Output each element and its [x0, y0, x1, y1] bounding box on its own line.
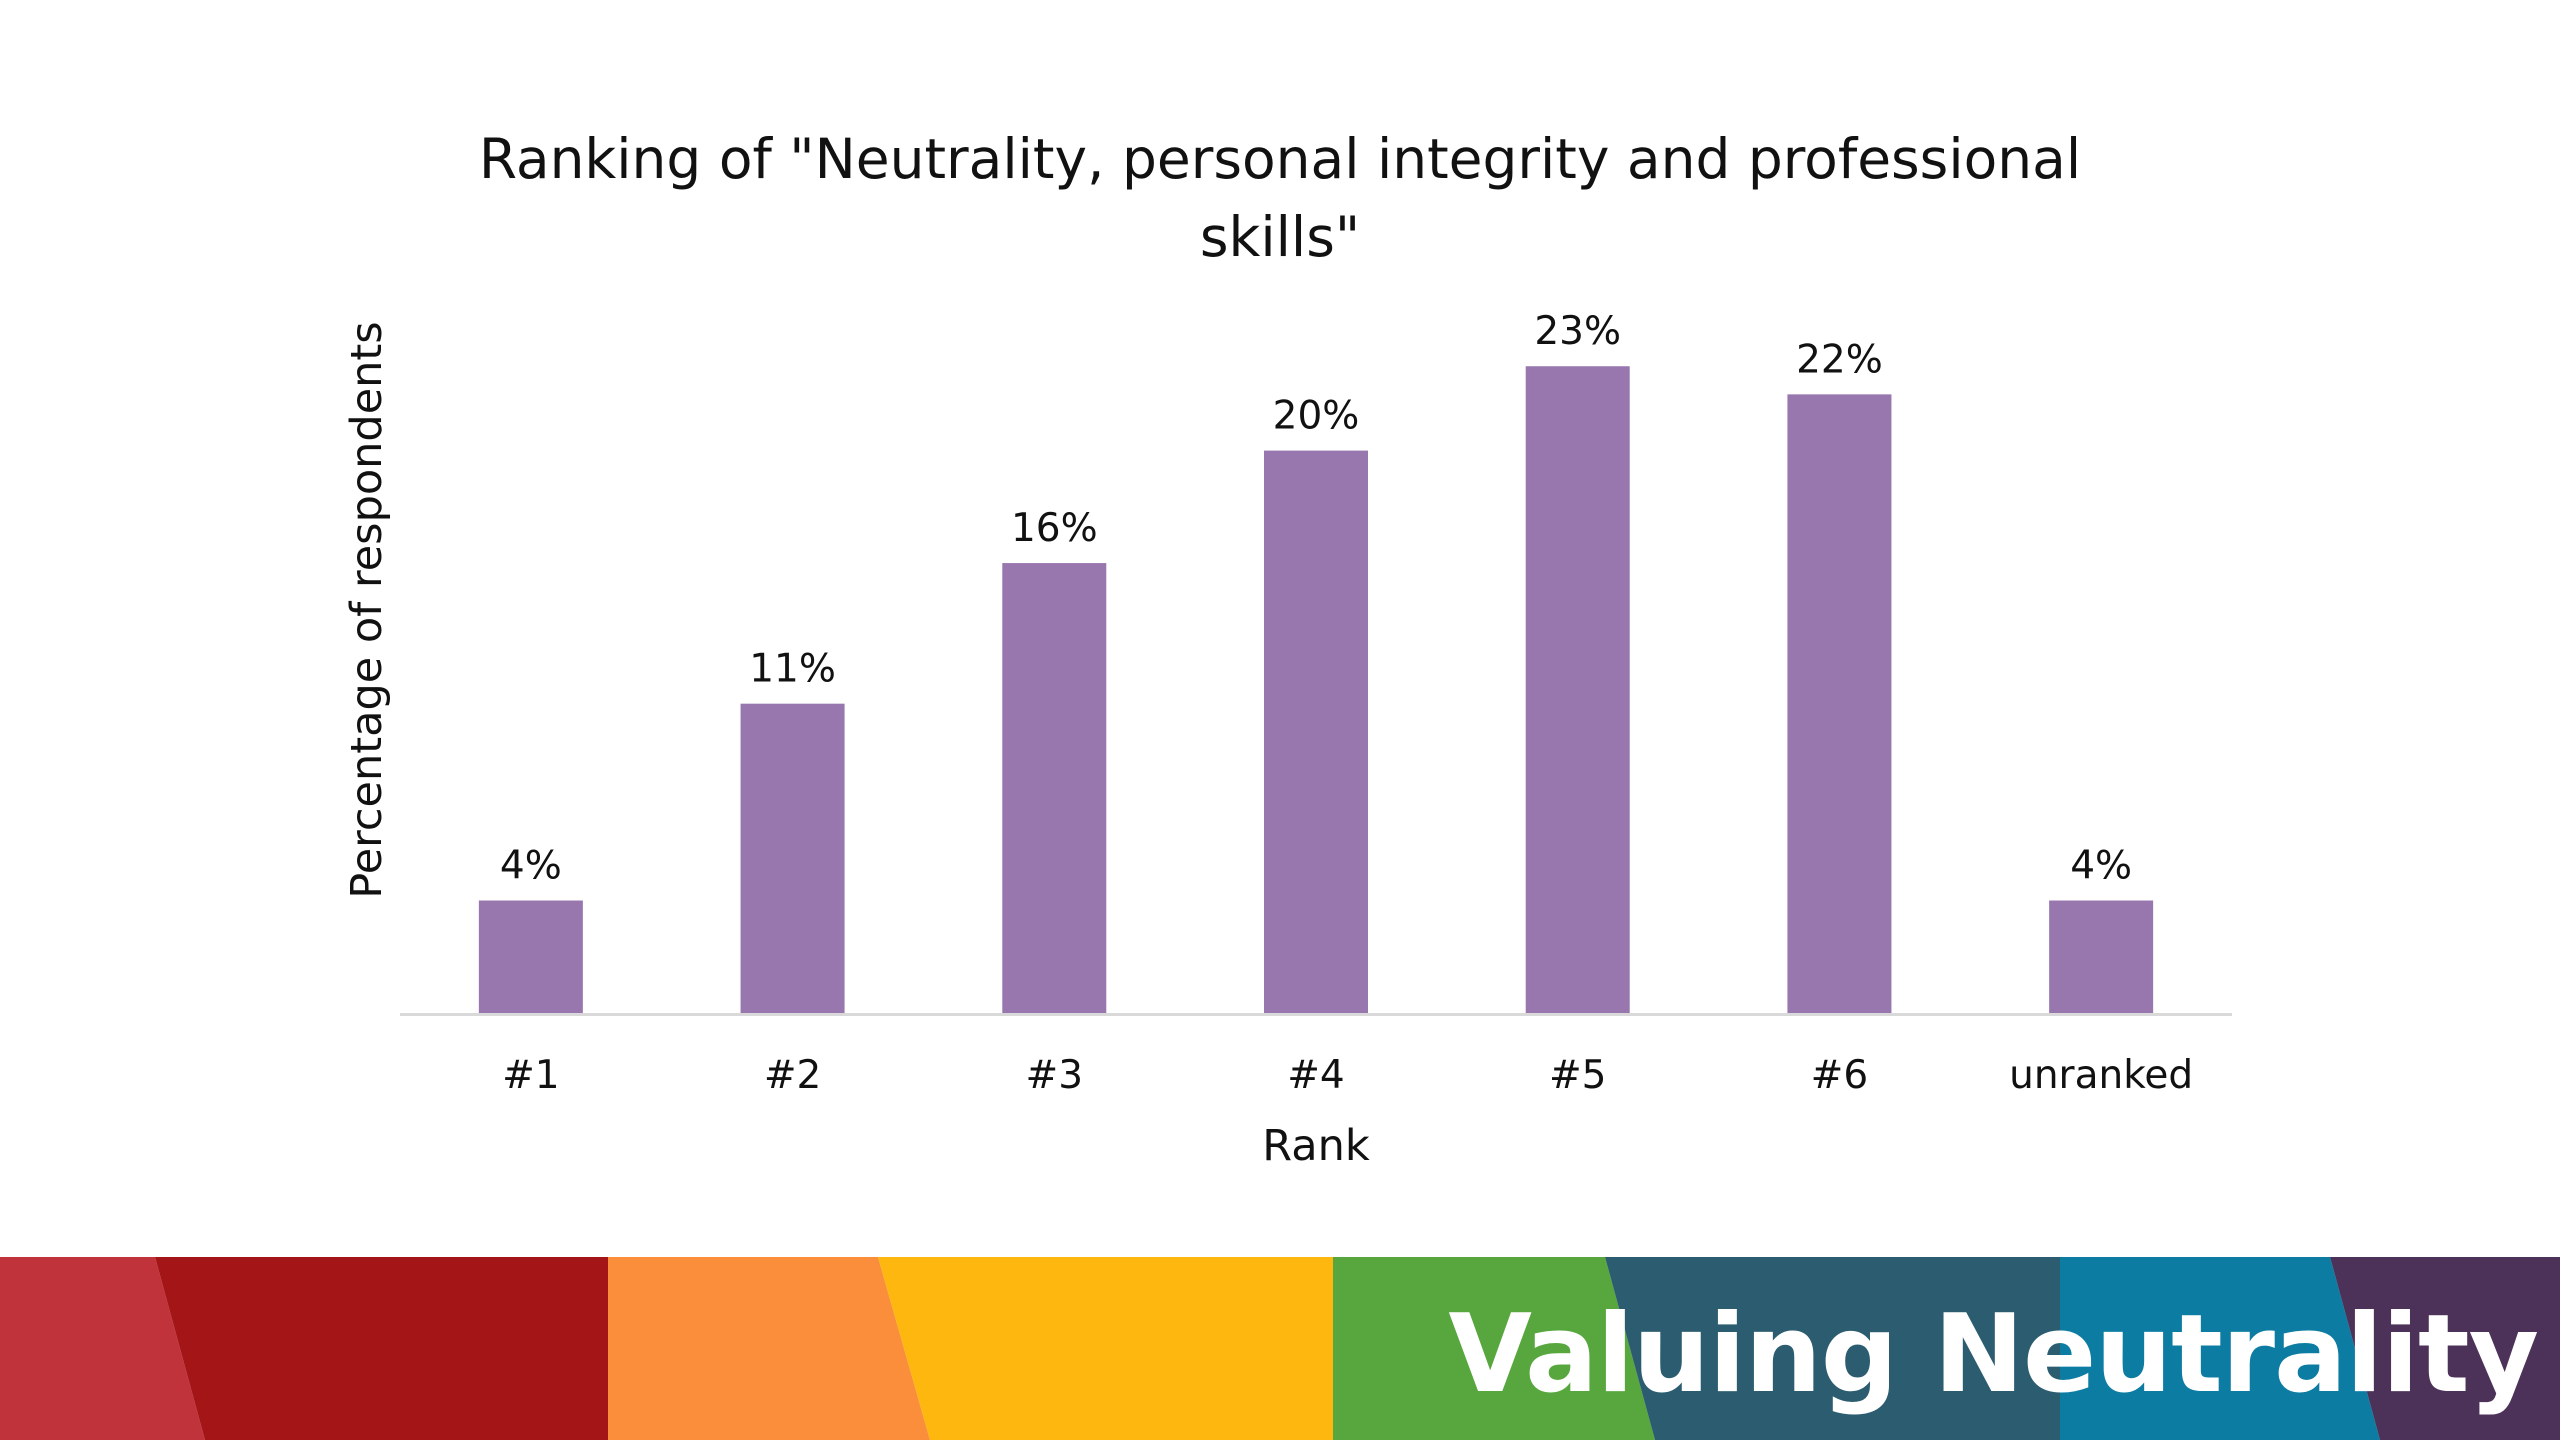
chart-title-line-2: skills": [1199, 205, 1361, 269]
value-label-5: 23%: [1534, 309, 1621, 354]
tick-label-5: #5: [1549, 1053, 1607, 1098]
chart-title-line-1: Ranking of "Neutrality, personal integri…: [478, 127, 2082, 191]
banner-stripe-1: [0, 1257, 205, 1440]
tick-label-4: #4: [1287, 1053, 1345, 1098]
tick-label-7: unranked: [2009, 1053, 2193, 1098]
x-axis-title: Rank: [1262, 1121, 1370, 1171]
banner-stripe-3: [608, 1257, 930, 1440]
tick-label-2: #2: [764, 1053, 822, 1098]
banner-stripe-5: [1333, 1257, 1655, 1440]
value-label-1: 4%: [500, 844, 562, 889]
tick-label-1: #1: [502, 1053, 560, 1098]
value-label-4: 20%: [1273, 394, 1360, 439]
bar-4: [1264, 450, 1368, 1014]
value-labels-group: 4% 11% 16% 20% 23% 22% 4%: [500, 309, 2132, 888]
banner-stripe-8: [2330, 1257, 2560, 1440]
tick-label-3: #3: [1026, 1053, 1084, 1098]
bar-7: [2049, 900, 2154, 1013]
tick-labels-group: #1 #2 #3 #4 #5 #6 unranked: [502, 1053, 2193, 1098]
color-banner: [0, 1257, 2560, 1440]
chart-title: Ranking of "Neutrality, personal integri…: [0, 120, 2560, 276]
brand-text: Valuing Neutrality: [1448, 1292, 2539, 1417]
banner-stripe-2: [155, 1257, 608, 1440]
banner-stripe-7: [2060, 1257, 2380, 1440]
value-label-2: 11%: [749, 647, 836, 692]
value-label-6: 22%: [1796, 337, 1883, 382]
bar-6: [1787, 394, 1892, 1013]
value-label-7: 4%: [2070, 844, 2132, 889]
bar-5: [1525, 366, 1630, 1013]
banner-stripe-4: [878, 1257, 1333, 1440]
tick-label-6: #6: [1811, 1053, 1869, 1098]
banner-stripe-6: [1605, 1257, 2060, 1440]
y-axis-title: Percentage of respondents: [342, 321, 392, 898]
bar-1: [478, 900, 583, 1013]
value-label-3: 16%: [1011, 506, 1098, 551]
bar-2: [740, 703, 845, 1013]
bar-3: [1002, 563, 1107, 1013]
bars-group: [478, 366, 2154, 1014]
